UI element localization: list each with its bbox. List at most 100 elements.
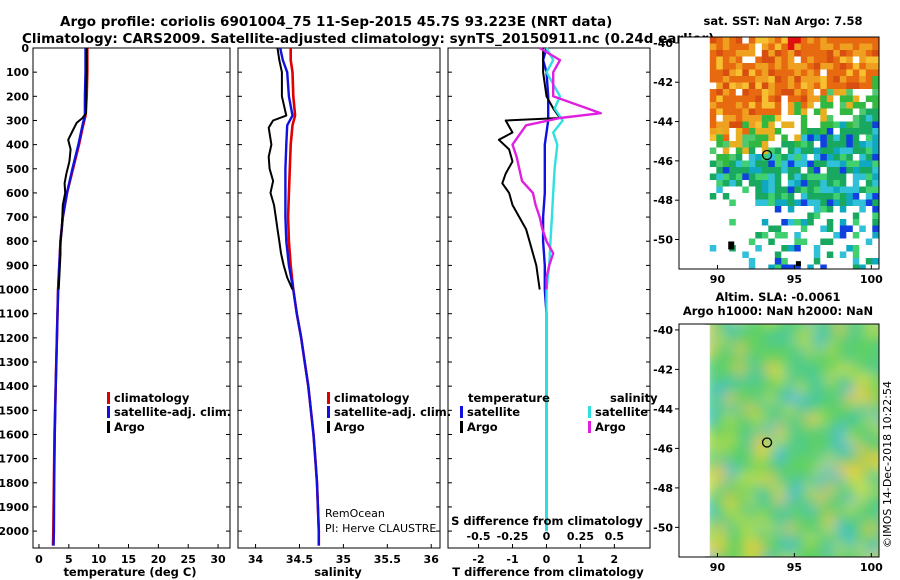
map-cell [844, 514, 856, 525]
map-cell [774, 354, 786, 365]
map-cell [807, 102, 815, 109]
map-cell [874, 394, 879, 405]
map-cell [774, 444, 786, 455]
map-cell [781, 238, 789, 246]
map-cell [774, 134, 782, 142]
map-cell [839, 63, 847, 70]
map-cell [814, 544, 826, 555]
imos-stamp: ©IMOS 14-Dec-2018 10:22:54 [881, 381, 894, 548]
map-cell [716, 186, 724, 194]
map-cell [724, 384, 736, 395]
map-cell [704, 394, 716, 405]
map-cell [784, 404, 796, 415]
map-cell [714, 364, 726, 375]
map-cell [714, 444, 726, 455]
map-cell [833, 76, 841, 83]
map-cell [859, 82, 867, 90]
map-cell [794, 63, 802, 70]
map-cell [729, 212, 737, 220]
map-cell [781, 245, 789, 252]
map-cell [735, 95, 743, 103]
map-cell [784, 374, 796, 385]
map-cell [709, 76, 717, 83]
map-cell [846, 63, 854, 70]
map-cell [864, 334, 876, 345]
map-cell [852, 264, 860, 269]
map-cell [800, 69, 808, 77]
map-cell [839, 199, 847, 207]
map-cell [865, 199, 873, 207]
map-cell [714, 414, 726, 425]
map-cell [864, 374, 876, 385]
y-tick-label: -46 [653, 155, 673, 168]
map-cell [852, 108, 860, 116]
map-cell [709, 141, 717, 148]
map-cell [814, 464, 826, 475]
map-cell [781, 225, 789, 233]
map-cell [846, 121, 854, 129]
map-cell [781, 173, 789, 181]
map-cell [834, 424, 846, 435]
map-cell [844, 554, 856, 557]
map-cell [844, 474, 856, 485]
map-cell [800, 245, 808, 252]
map-cell [781, 212, 789, 220]
depth-tick-label: 500 [6, 163, 29, 176]
map-cell [787, 102, 795, 109]
map-cell [709, 238, 717, 246]
map-cell [768, 95, 776, 103]
map-cell [794, 108, 802, 116]
map-cell [846, 102, 854, 109]
map-cell [744, 424, 756, 435]
map-cell [734, 344, 746, 355]
map-cell [784, 394, 796, 405]
map-cell [813, 69, 821, 77]
map-cell [824, 504, 836, 515]
map-cell [859, 238, 867, 246]
map-cell [748, 258, 756, 265]
map-cell [787, 199, 795, 207]
map-cell [834, 344, 846, 355]
map-cell [768, 245, 776, 252]
map-cell [742, 206, 750, 213]
map-cell [774, 56, 782, 64]
map-cell [814, 554, 826, 557]
map-cell [885, 554, 896, 565]
map-cell [761, 167, 769, 174]
map-cell [787, 212, 795, 220]
map-cell [714, 504, 726, 515]
map-cell [859, 245, 867, 252]
map-cell [704, 494, 716, 505]
map-cell [742, 50, 750, 57]
map-cell [709, 193, 717, 200]
legend-swatch-t-satellite [460, 406, 463, 418]
map-cell [764, 504, 776, 515]
map-cell [834, 474, 846, 485]
map-cell [813, 89, 821, 96]
map-cell [729, 115, 737, 122]
map-cell [709, 167, 717, 174]
map-cell [824, 404, 836, 415]
map-cell [852, 56, 860, 64]
map-cell [852, 82, 860, 90]
map-cell [794, 245, 802, 252]
map-cell [787, 251, 795, 259]
map-cell [704, 464, 716, 475]
map-cell [748, 160, 756, 168]
map-cell [774, 199, 782, 207]
map-cell [833, 264, 841, 269]
map-cell [787, 186, 795, 194]
map-cell [734, 554, 746, 557]
map-cell [813, 232, 821, 239]
map-cell [833, 37, 841, 44]
map-cell [872, 154, 879, 161]
map-cell [813, 245, 821, 252]
map-cell [729, 56, 737, 64]
map-cell [724, 434, 736, 445]
map-cell [735, 89, 743, 96]
map-cell [716, 173, 724, 181]
map-cell [824, 344, 836, 355]
map-cell [839, 115, 847, 122]
map-cell [844, 434, 856, 445]
map-cell [878, 199, 879, 207]
